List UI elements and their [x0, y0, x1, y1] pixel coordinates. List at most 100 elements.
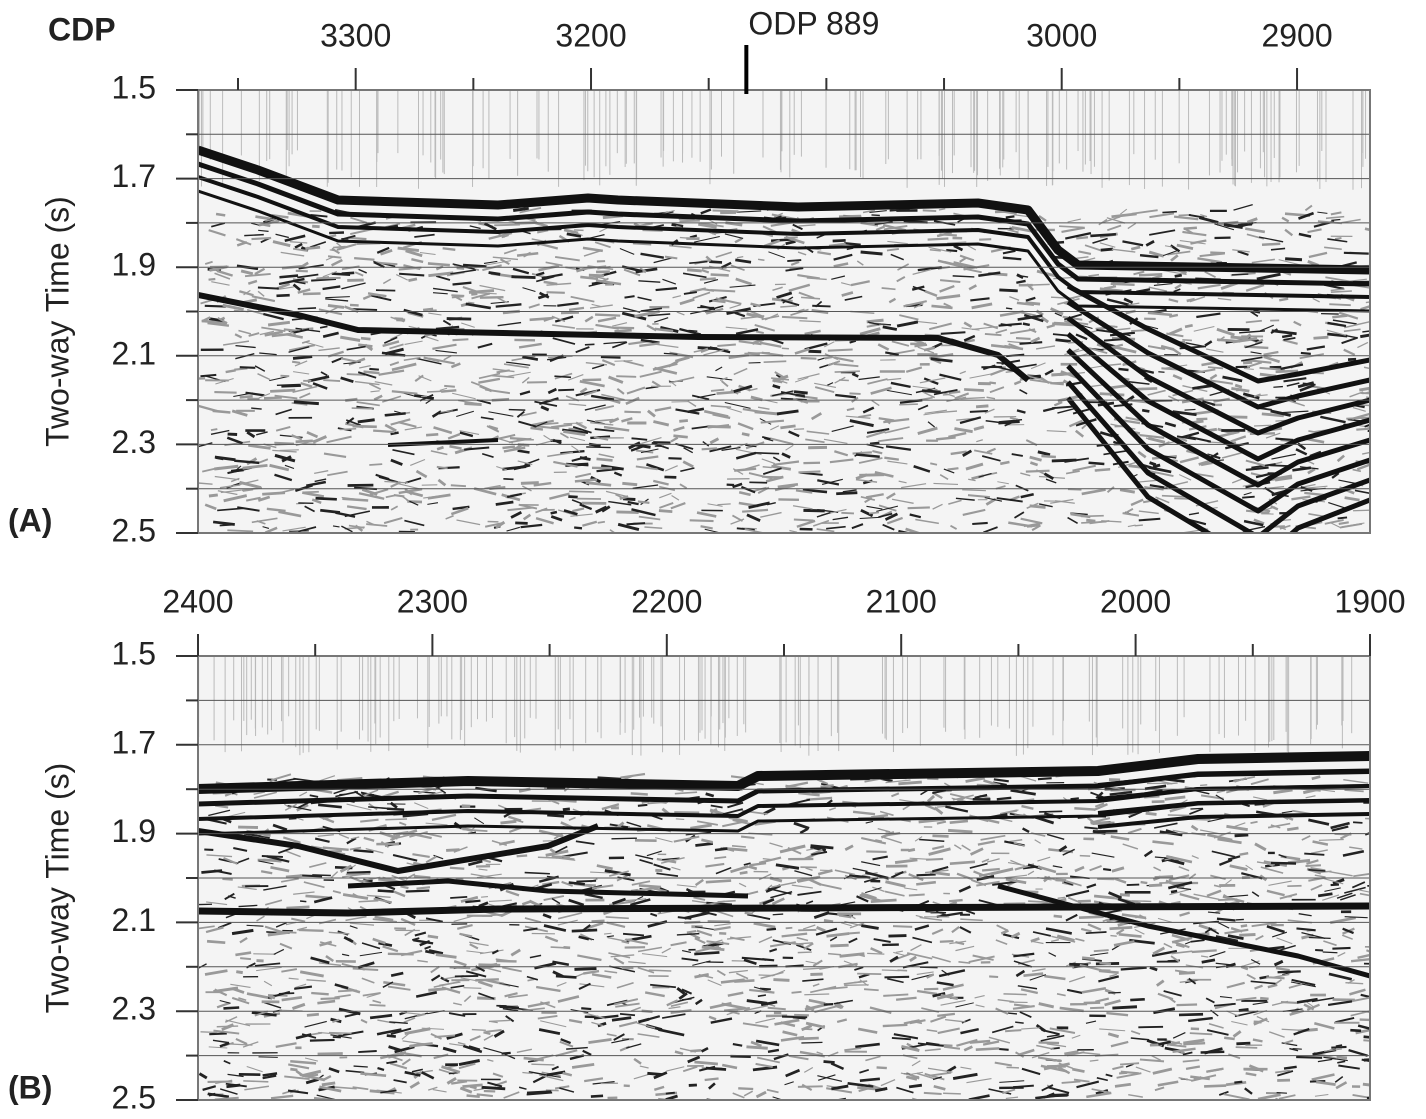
noise: [1370, 228, 1386, 229]
noise: [950, 821, 968, 823]
noise: [1182, 340, 1192, 341]
noise: [916, 874, 935, 875]
noise: [1338, 517, 1347, 518]
noise: [521, 483, 539, 484]
noise: [821, 785, 834, 787]
noise: [687, 931, 696, 933]
noise: [1234, 1082, 1242, 1083]
noise: [213, 411, 231, 413]
noise: [694, 952, 719, 954]
noise: [292, 362, 300, 363]
noise: [455, 976, 478, 977]
noise: [867, 953, 884, 954]
noise: [503, 447, 515, 448]
x-tick-label: 3300: [320, 17, 391, 53]
noise: [1078, 901, 1091, 902]
noise: [616, 512, 638, 513]
noise: [1103, 869, 1111, 870]
noise: [350, 305, 359, 306]
noise: [1323, 952, 1338, 953]
noise: [1293, 1049, 1302, 1050]
noise: [236, 972, 242, 973]
noise: [808, 351, 821, 352]
noise: [623, 499, 635, 500]
noise: [741, 837, 754, 838]
noise: [279, 993, 294, 994]
noise: [1365, 819, 1385, 820]
noise: [844, 243, 860, 245]
noise: [836, 493, 857, 494]
noise: [711, 390, 724, 391]
noise: [209, 495, 218, 496]
noise: [964, 389, 984, 390]
noise: [1301, 353, 1311, 354]
noise: [342, 499, 368, 501]
noise: [1275, 439, 1293, 440]
noise: [746, 1047, 767, 1048]
noise: [328, 305, 344, 307]
noise: [226, 1085, 240, 1087]
noise: [1162, 212, 1176, 213]
noise: [794, 519, 814, 520]
noise: [244, 235, 264, 236]
noise: [1055, 340, 1070, 342]
noise: [997, 798, 1011, 799]
noise: [638, 805, 647, 806]
noise: [1153, 465, 1160, 467]
noise: [1074, 808, 1095, 809]
noise: [530, 428, 542, 430]
noise: [1089, 463, 1105, 464]
noise: [300, 901, 306, 902]
noise: [1142, 410, 1149, 411]
noise: [1336, 1045, 1342, 1046]
noise: [450, 967, 471, 968]
noise: [234, 368, 247, 369]
noise: [1190, 1033, 1213, 1034]
noise: [378, 891, 394, 892]
noise: [494, 225, 520, 226]
noise: [364, 372, 380, 373]
x-tick-label: 2400: [162, 583, 233, 619]
noise: [388, 954, 414, 955]
noise: [353, 426, 377, 427]
noise: [830, 945, 848, 946]
noise: [1054, 916, 1062, 917]
noise: [1041, 456, 1055, 457]
noise: [347, 872, 371, 873]
y-tick-label: 1.7: [112, 158, 156, 194]
noise: [679, 420, 688, 421]
noise: [385, 819, 407, 820]
noise: [803, 510, 824, 511]
noise: [923, 210, 936, 211]
noise: [547, 292, 565, 293]
noise: [939, 234, 956, 235]
noise: [1176, 1004, 1197, 1005]
noise: [1100, 963, 1111, 964]
y-tick-label: 1.5: [112, 635, 156, 671]
noise: [1276, 371, 1298, 372]
noise: [569, 491, 594, 492]
noise: [659, 511, 672, 512]
noise: [322, 1083, 335, 1085]
noise: [1331, 1047, 1346, 1048]
noise: [786, 928, 793, 929]
noise: [1260, 998, 1268, 999]
noise: [871, 215, 879, 216]
noise: [824, 920, 833, 921]
y-tick-label: 2.1: [112, 335, 156, 371]
noise: [928, 239, 949, 240]
noise: [515, 523, 527, 524]
noise: [679, 219, 695, 220]
noise: [710, 290, 735, 291]
noise: [444, 386, 455, 387]
noise: [277, 384, 300, 385]
noise: [280, 450, 299, 451]
noise: [792, 992, 802, 993]
noise: [1090, 234, 1116, 236]
noise: [1232, 274, 1248, 275]
noise: [574, 527, 582, 528]
noise: [825, 357, 832, 358]
noise: [338, 990, 357, 991]
noise: [1108, 993, 1121, 994]
